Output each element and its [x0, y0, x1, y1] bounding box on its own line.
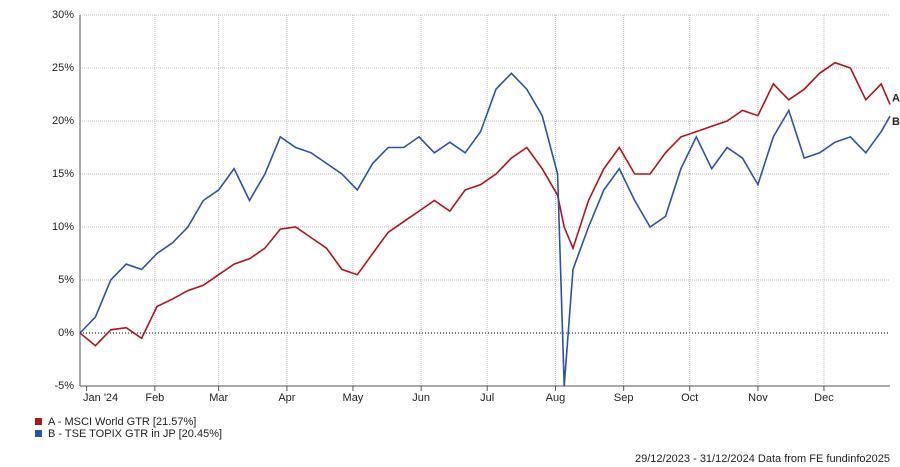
- y-tick-label: 5%: [58, 274, 74, 286]
- x-tick-label: Jan '24: [83, 392, 118, 404]
- end-label: A: [892, 92, 900, 104]
- end-label: B: [892, 116, 900, 128]
- line: [79, 72, 891, 387]
- y-tick-label: 25%: [52, 62, 74, 74]
- x-tick-label: Feb: [145, 392, 164, 404]
- x-tick-label: Mar: [209, 392, 228, 404]
- legend-label: A - MSCI World GTR [21.57%]: [48, 416, 196, 428]
- legend-label: B - TSE TOPIX GTR in JP [20.45%]: [48, 428, 222, 440]
- y-tick-label: 20%: [52, 115, 74, 127]
- x-tick-label: Jul: [480, 392, 494, 404]
- x-tick-label: Aug: [546, 392, 566, 404]
- x-tick-label: Sep: [614, 392, 634, 404]
- y-tick-label: 30%: [52, 9, 74, 21]
- x-tick-label: May: [343, 392, 364, 404]
- x-tick-label: Oct: [681, 392, 698, 404]
- y-tick-label: -5%: [54, 380, 74, 392]
- legend-swatch: [35, 418, 42, 425]
- x-tick-label: Apr: [278, 392, 295, 404]
- x-tick-label: Nov: [748, 392, 768, 404]
- line: [79, 61, 891, 347]
- x-tick-label: Jun: [412, 392, 430, 404]
- footer: 29/12/2023 - 31/12/2024 Data from FE fun…: [635, 453, 890, 465]
- legend-swatch: [35, 430, 42, 437]
- x-tick-label: Dec: [814, 392, 834, 404]
- y-tick-label: 10%: [52, 221, 74, 233]
- y-tick-label: 0%: [58, 327, 74, 339]
- y-tick-label: 15%: [52, 168, 74, 180]
